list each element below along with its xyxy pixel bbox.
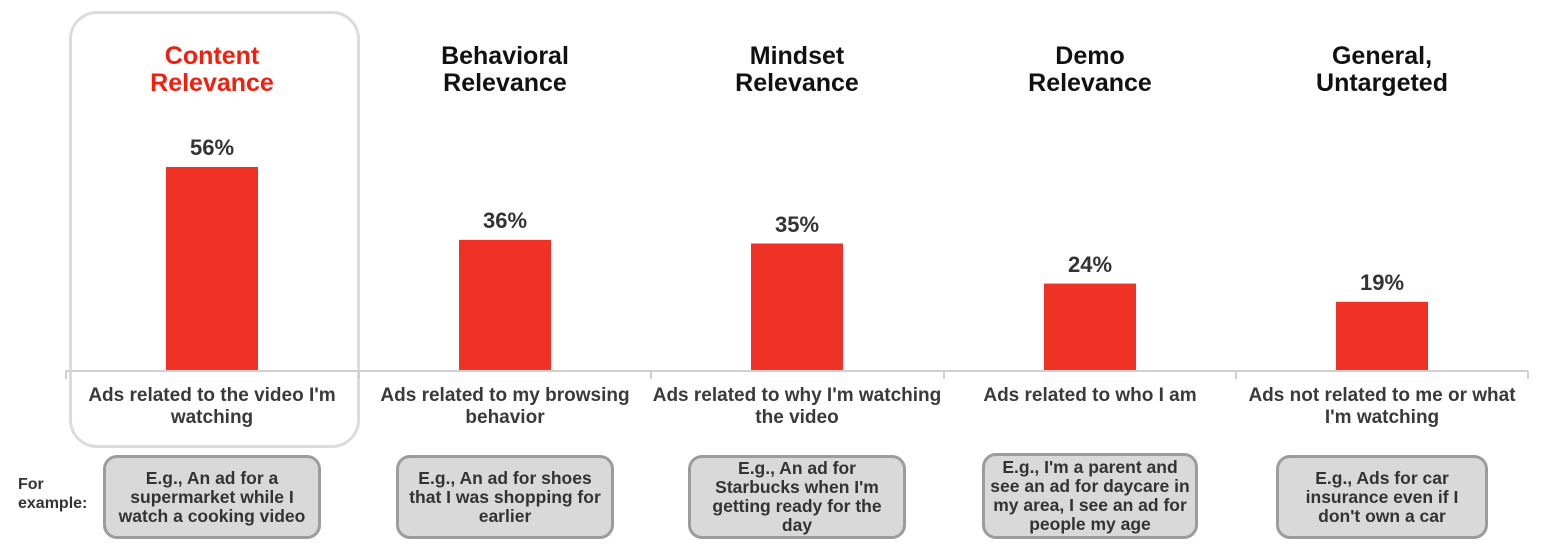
data-label: 56% (189, 135, 235, 160)
bar (1336, 301, 1428, 371)
category-description: Ads related to why I'm watching the vide… (652, 385, 942, 428)
category-title: General, Untargeted (1316, 42, 1448, 97)
bar (1044, 283, 1136, 371)
example-box: E.g., I'm a parent and see an ad for day… (982, 453, 1198, 539)
category-title: Demo Relevance (1028, 42, 1152, 97)
category-title: Content Relevance (150, 42, 274, 97)
example-box: E.g., An ad for shoes that I was shoppin… (396, 455, 614, 539)
category-title: Mindset Relevance (735, 42, 859, 97)
data-label: 24% (1067, 251, 1113, 277)
example-row-label: For example: (18, 476, 88, 512)
category-description: Ads related to the video I'm watching (88, 385, 336, 428)
category-description: Ads related to my browsing behavior (380, 385, 630, 428)
example-box: E.g., An ad for Starbucks when I'm getti… (688, 455, 906, 539)
category-description: Ads not related to me or what I'm watchi… (1248, 385, 1516, 428)
highlight-frame (69, 11, 360, 448)
bar (166, 167, 258, 371)
example-box: E.g., Ads for car insurance even if I do… (1276, 455, 1488, 539)
data-label: 19% (1359, 269, 1405, 295)
category-title: Behavioral Relevance (441, 42, 569, 97)
category-description: Ads related to who I am (983, 385, 1197, 406)
bar (459, 239, 551, 371)
data-label: 36% (482, 207, 528, 233)
bar (751, 243, 843, 371)
example-box: E.g., An ad for a supermarket while I wa… (103, 455, 321, 539)
data-label: 35% (774, 211, 820, 237)
